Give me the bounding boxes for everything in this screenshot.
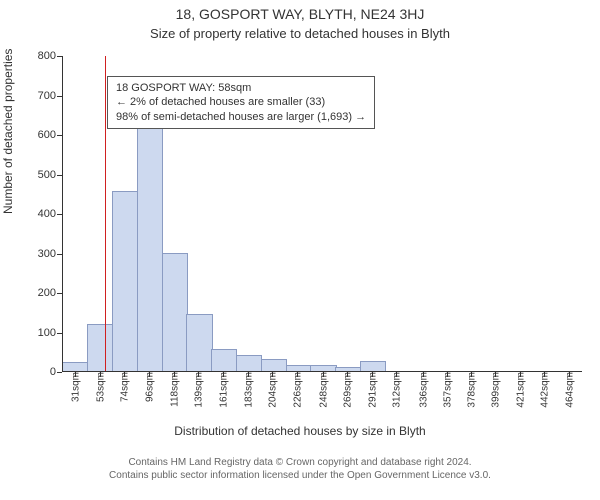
histogram-bar [186, 314, 212, 372]
histogram-bar [211, 349, 237, 372]
y-tick-label: 500 [38, 169, 62, 181]
x-tick-label: 464sqm [563, 372, 576, 408]
y-axis-line [62, 56, 63, 372]
footer-credits: Contains HM Land Registry data © Crown c… [0, 456, 600, 482]
x-tick-label: 312sqm [389, 372, 402, 408]
x-tick-label: 336sqm [417, 372, 430, 408]
x-tick-label: 96sqm [142, 372, 155, 402]
histogram-bar [112, 191, 138, 372]
page-title: 18, GOSPORT WAY, BLYTH, NE24 3HJ [0, 6, 600, 22]
x-tick-label: 161sqm [217, 372, 230, 408]
chart-subtitle: Size of property relative to detached ho… [0, 26, 600, 41]
x-axis-label: Distribution of detached houses by size … [0, 424, 600, 438]
x-tick-label: 139sqm [192, 372, 205, 408]
x-tick-label: 53sqm [93, 372, 106, 402]
y-tick-label: 400 [38, 208, 62, 220]
footer-line-1: Contains HM Land Registry data © Crown c… [0, 456, 600, 469]
x-tick-label: 291sqm [365, 372, 378, 408]
x-tick-label: 74sqm [117, 372, 130, 402]
x-tick-label: 118sqm [168, 372, 181, 407]
y-tick-label: 700 [38, 90, 62, 102]
histogram-bar [236, 355, 262, 372]
y-axis-label: Number of detached properties [1, 49, 15, 214]
x-tick-label: 442sqm [538, 372, 551, 408]
x-tick-label: 399sqm [489, 372, 502, 408]
x-tick-label: 421sqm [514, 372, 527, 408]
plot-area: 010020030040050060070080031sqm53sqm74sqm… [62, 56, 582, 372]
annotation-box: 18 GOSPORT WAY: 58sqm← 2% of detached ho… [107, 76, 375, 129]
histogram-bar [137, 106, 163, 372]
annotation-line: ← 2% of detached houses are smaller (33) [116, 95, 366, 109]
y-tick-label: 600 [38, 129, 62, 141]
annotation-line: 18 GOSPORT WAY: 58sqm [116, 81, 366, 95]
histogram-bar [162, 253, 188, 373]
annotation-line: 98% of semi-detached houses are larger (… [116, 110, 366, 124]
x-tick-label: 357sqm [441, 372, 454, 408]
x-tick-label: 378sqm [465, 372, 478, 408]
footer-line-2: Contains public sector information licen… [0, 469, 600, 482]
x-tick-label: 204sqm [266, 372, 279, 408]
y-tick-label: 200 [38, 287, 62, 299]
chart-container: { "title": "18, GOSPORT WAY, BLYTH, NE24… [0, 0, 600, 500]
y-tick-label: 300 [38, 248, 62, 260]
y-tick-label: 800 [38, 50, 62, 62]
x-tick-label: 226sqm [291, 372, 304, 408]
x-tick-label: 269sqm [340, 372, 353, 408]
x-tick-label: 31sqm [68, 372, 81, 402]
histogram-bar [87, 324, 113, 372]
y-tick-label: 0 [50, 366, 62, 378]
y-tick-label: 100 [38, 327, 62, 339]
x-tick-label: 248sqm [316, 372, 329, 408]
x-tick-label: 183sqm [242, 372, 255, 408]
